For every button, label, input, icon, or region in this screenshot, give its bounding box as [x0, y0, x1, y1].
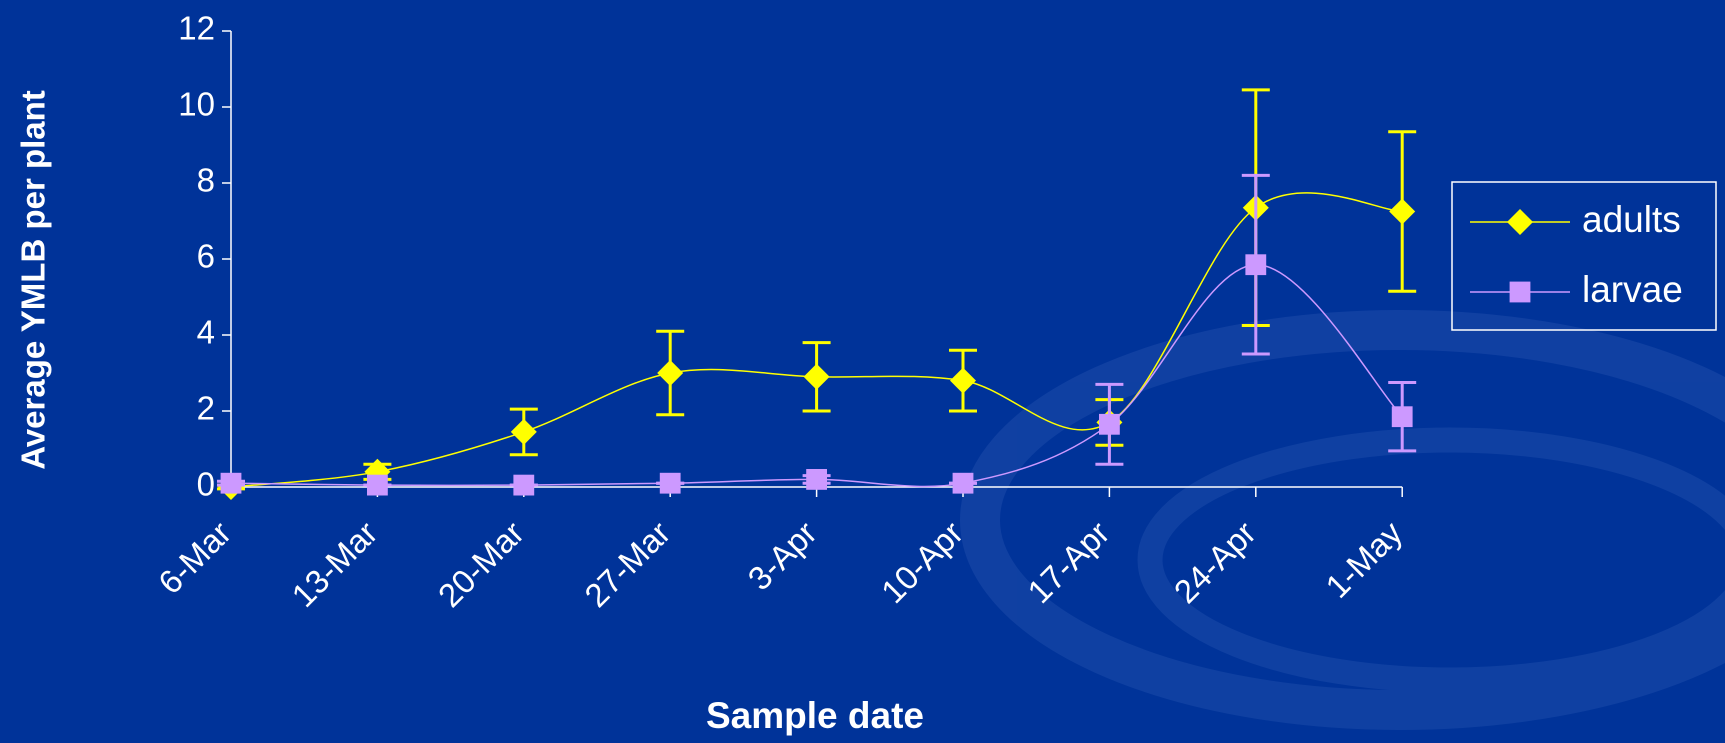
data-point [1391, 406, 1413, 428]
series-line [230, 263, 1403, 488]
background-decor [960, 310, 1725, 730]
x-tick-label: 3-Apr [740, 514, 823, 597]
data-point [510, 418, 537, 445]
y-tick-label: 4 [197, 314, 215, 351]
legend-label: adults [1582, 199, 1681, 240]
legend-marker [1507, 209, 1533, 235]
data-point [1245, 254, 1267, 276]
y-tick-label: 12 [178, 10, 215, 47]
y-tick-label: 6 [197, 238, 215, 275]
data-point [803, 363, 830, 390]
data-point [1389, 198, 1416, 225]
x-tick-label: 6-Mar [151, 514, 238, 601]
data-point [513, 474, 535, 496]
y-tick-label: 0 [197, 466, 215, 503]
legend-box [1451, 181, 1717, 331]
legend-label: larvae [1582, 269, 1683, 310]
x-tick-label: 17-Apr [1020, 514, 1116, 610]
data-point [950, 367, 976, 394]
data-point [952, 472, 974, 494]
y-tick-label: 10 [178, 86, 215, 123]
x-tick-label: 1-May [1318, 514, 1409, 605]
data-point [659, 472, 681, 494]
y-tick-label: 8 [197, 162, 215, 199]
series-line [230, 192, 1403, 488]
x-tick-label: 20-Mar [431, 514, 531, 614]
y-axis-title: Average YMLB per plant [15, 90, 52, 470]
data-point [806, 469, 827, 490]
y-tick-label: 2 [197, 390, 215, 427]
data-point [220, 472, 242, 494]
x-axis-title: Sample date [706, 695, 924, 736]
x-tick-label: 10-Apr [874, 514, 970, 610]
x-tick-label: 13-Mar [284, 514, 384, 614]
data-point [657, 360, 684, 386]
data-point [367, 474, 388, 496]
legend-marker [1509, 281, 1531, 303]
data-point [1099, 413, 1120, 435]
x-tick-label: 24-Apr [1167, 514, 1263, 610]
x-tick-label: 27-Mar [577, 514, 677, 614]
